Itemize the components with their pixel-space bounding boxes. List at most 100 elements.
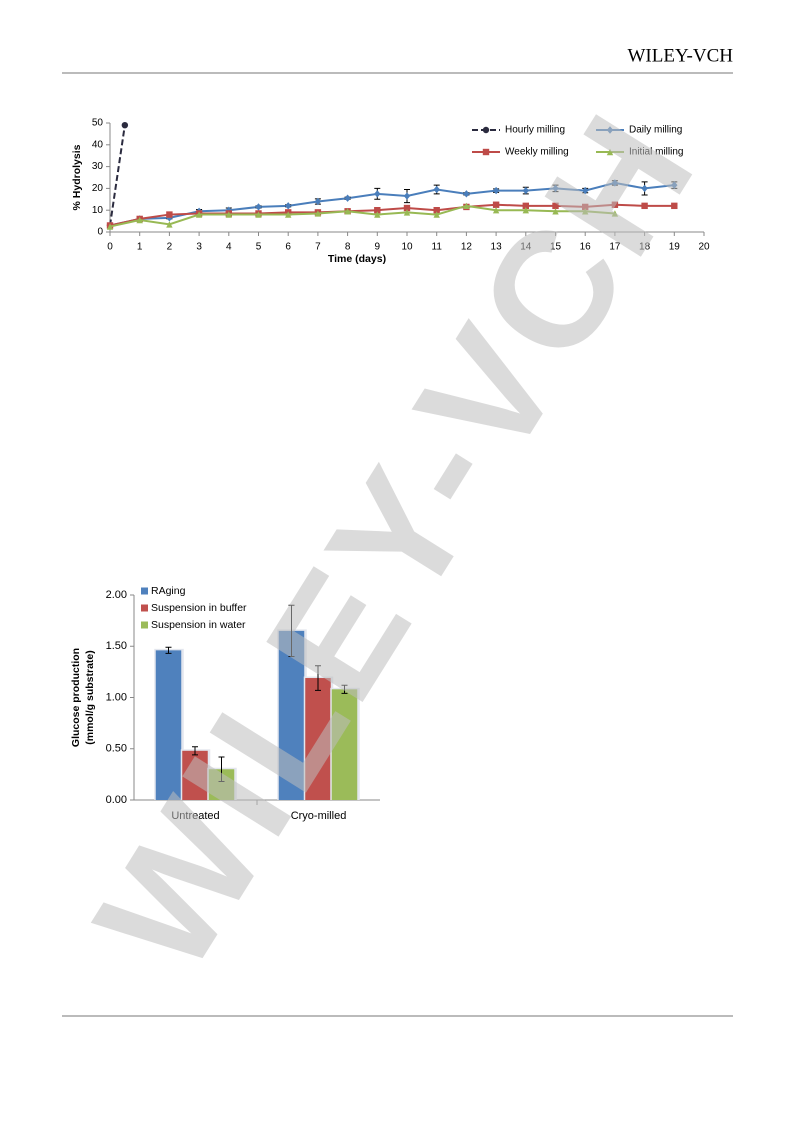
x-tick-label: 1 bbox=[137, 242, 143, 253]
x-tick-label: Cryo-milled bbox=[291, 810, 347, 822]
bar bbox=[278, 630, 305, 800]
y-tick-label: 10 bbox=[92, 205, 104, 216]
x-tick-label: 13 bbox=[491, 242, 503, 253]
marker bbox=[611, 179, 619, 187]
y-axis-label: Glucose production bbox=[70, 648, 82, 747]
marker bbox=[433, 185, 440, 194]
x-tick-label: 0 bbox=[107, 242, 113, 253]
marker bbox=[641, 202, 648, 210]
x-tick-label: 3 bbox=[196, 242, 202, 253]
x-tick-label: 6 bbox=[285, 242, 291, 253]
bar bbox=[155, 650, 182, 800]
marker bbox=[606, 148, 614, 156]
marker bbox=[552, 208, 559, 215]
marker bbox=[344, 208, 351, 215]
marker bbox=[492, 201, 500, 208]
x-tick-label: Untreated bbox=[171, 810, 219, 822]
marker bbox=[611, 201, 619, 208]
marker bbox=[285, 202, 292, 210]
series-line bbox=[109, 181, 675, 227]
marker bbox=[433, 207, 440, 214]
marker bbox=[552, 202, 559, 210]
error-bar bbox=[288, 604, 295, 657]
x-tick-label: 2 bbox=[167, 242, 173, 253]
x-tick-label: 9 bbox=[375, 242, 381, 253]
series-line bbox=[109, 125, 126, 226]
legend-label: Daily milling bbox=[629, 125, 682, 136]
x-tick-label: 17 bbox=[609, 242, 621, 253]
x-tick-label: 10 bbox=[401, 242, 413, 253]
y-axis-label: % Hydrolysis bbox=[71, 144, 83, 210]
marker bbox=[671, 181, 678, 189]
marker bbox=[582, 186, 589, 195]
x-tick-label: 11 bbox=[432, 242, 443, 253]
y-tick-label: 50 bbox=[92, 118, 104, 129]
marker bbox=[344, 194, 351, 202]
x-tick-label: 20 bbox=[698, 242, 710, 253]
x-tick-label: 12 bbox=[461, 242, 473, 253]
marker bbox=[552, 184, 559, 193]
marker bbox=[482, 126, 490, 134]
marker bbox=[374, 207, 381, 214]
legend-label: Weekly milling bbox=[505, 147, 569, 158]
marker bbox=[433, 211, 440, 218]
error-bar bbox=[165, 646, 172, 654]
legend-swatch bbox=[141, 587, 148, 595]
legend-swatch bbox=[141, 621, 148, 629]
marker bbox=[166, 221, 173, 228]
x-tick-label: 8 bbox=[345, 242, 351, 253]
y-tick-label: 0 bbox=[97, 227, 103, 238]
marker bbox=[403, 209, 411, 216]
x-tick-label: 4 bbox=[226, 242, 232, 253]
marker bbox=[582, 203, 589, 211]
marker bbox=[522, 202, 529, 210]
x-axis-label: Time (days) bbox=[328, 253, 386, 265]
x-tick-label: 19 bbox=[669, 242, 681, 253]
marker bbox=[522, 207, 529, 214]
error-bar bbox=[218, 756, 225, 783]
marker bbox=[121, 121, 129, 129]
marker bbox=[522, 186, 529, 195]
error-bar bbox=[341, 684, 348, 694]
y-tick-label: 1.50 bbox=[106, 640, 127, 652]
marker bbox=[255, 211, 262, 218]
marker bbox=[195, 211, 203, 218]
marker bbox=[166, 211, 173, 218]
x-tick-label: 5 bbox=[256, 242, 262, 253]
bar bbox=[305, 678, 331, 800]
marker bbox=[463, 190, 470, 198]
marker bbox=[106, 223, 114, 230]
marker bbox=[255, 203, 262, 211]
y-tick-label: 40 bbox=[92, 139, 104, 150]
marker bbox=[374, 190, 381, 198]
y-tick-label: 2.00 bbox=[106, 589, 127, 601]
x-tick-label: 18 bbox=[639, 242, 651, 253]
error-bar bbox=[192, 746, 198, 756]
legend-label: Hourly milling bbox=[505, 125, 565, 136]
marker bbox=[492, 186, 500, 195]
marker bbox=[403, 204, 411, 212]
bar bbox=[331, 689, 358, 800]
series-line bbox=[109, 204, 615, 228]
y-tick-label: 20 bbox=[92, 183, 104, 194]
x-tick-label: 16 bbox=[580, 242, 592, 253]
marker bbox=[482, 148, 490, 156]
marker bbox=[374, 211, 381, 218]
publisher: WILEY-VCH bbox=[627, 45, 733, 66]
bar bbox=[182, 750, 208, 800]
y-axis-label: (mmol/g substrate) bbox=[84, 650, 96, 745]
legend-label: RAging bbox=[151, 585, 186, 597]
error-bar bbox=[315, 665, 321, 691]
marker bbox=[463, 202, 470, 210]
legend-label: Suspension in buffer bbox=[151, 602, 247, 614]
marker bbox=[641, 184, 648, 193]
legend-label: Suspension in water bbox=[151, 619, 246, 631]
marker bbox=[606, 126, 614, 134]
marker bbox=[285, 211, 292, 218]
x-tick-label: 15 bbox=[550, 242, 562, 253]
marker bbox=[492, 207, 500, 214]
y-tick-label: 0.50 bbox=[106, 743, 127, 755]
marker bbox=[314, 210, 322, 217]
